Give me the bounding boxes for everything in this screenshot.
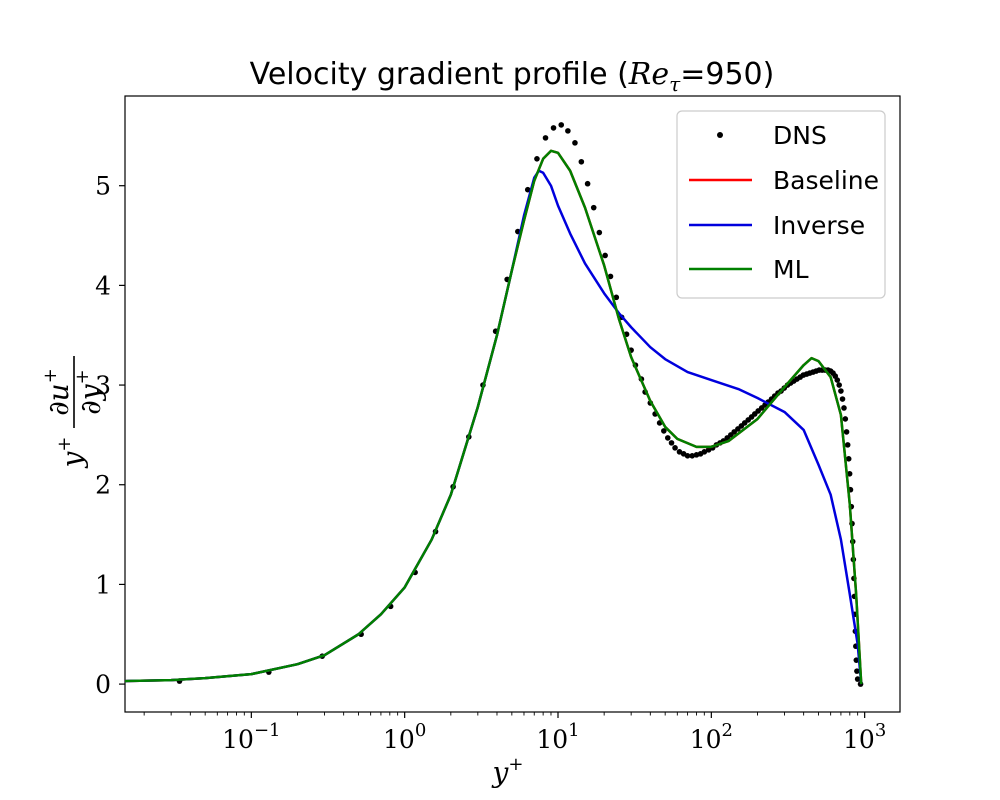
data-point-dns xyxy=(838,388,844,394)
data-point-dns xyxy=(661,428,667,434)
data-point-dns xyxy=(701,449,708,455)
y-axis-ticks: 0 1 2 3 4 5 xyxy=(95,172,125,699)
data-point-dns xyxy=(676,449,683,455)
data-point-dns xyxy=(613,294,620,301)
data-point-dns xyxy=(607,273,614,280)
data-point-dns xyxy=(590,204,597,211)
data-point-dns xyxy=(664,435,671,441)
data-point-dns xyxy=(550,125,557,131)
y-tick-label: 4 xyxy=(95,271,111,300)
data-point-dns xyxy=(668,440,675,446)
legend: DNS Baseline Inverse ML xyxy=(676,110,886,299)
series-line-ml xyxy=(125,149,863,685)
data-point-dns xyxy=(854,676,861,682)
data-point-dns xyxy=(565,128,571,134)
data-point-dns xyxy=(843,429,850,435)
data-point-dns xyxy=(834,377,841,383)
data-point-dns xyxy=(572,140,578,146)
data-point-dns xyxy=(836,382,842,388)
plot-series xyxy=(125,122,864,687)
data-point-dns xyxy=(841,405,847,411)
y-tick-label: 2 xyxy=(95,471,111,500)
x-tick-label: 101 xyxy=(536,720,579,754)
y-tick-label: 3 xyxy=(95,371,111,400)
data-point-dns xyxy=(684,453,691,459)
series-layer xyxy=(125,122,864,687)
legend-label-inverse: Inverse xyxy=(773,211,865,240)
data-point-dns xyxy=(853,657,860,663)
chart-title: Velocity gradient profile (Reτ=950) xyxy=(250,57,775,96)
data-point-dns xyxy=(602,252,608,259)
legend-label-baseline: Baseline xyxy=(773,166,879,195)
x-tick-label: 100 xyxy=(383,720,426,754)
data-point-dns xyxy=(842,416,849,422)
x-tick-label: 103 xyxy=(843,720,886,754)
data-point-dns xyxy=(846,470,853,477)
legend-label-dns: DNS xyxy=(773,121,827,150)
data-point-dns xyxy=(584,180,591,187)
y-tick-label: 0 xyxy=(95,670,111,699)
data-point-dns xyxy=(524,186,531,193)
data-point-dns xyxy=(844,442,851,448)
data-point-dns xyxy=(854,668,860,674)
x-tick-label: 10−1 xyxy=(222,720,280,754)
x-tick-label: 102 xyxy=(690,720,733,754)
legend-box xyxy=(676,110,886,299)
data-point-dns xyxy=(689,453,695,459)
plot-area-frame xyxy=(124,95,901,713)
data-point-dns xyxy=(558,122,565,128)
x-axis-ticks: 10−1 100 101 102 103 xyxy=(143,712,886,754)
data-point-dns xyxy=(596,229,603,236)
legend-marker-dns xyxy=(717,132,723,138)
data-point-dns xyxy=(534,155,540,162)
data-point-dns xyxy=(578,158,585,165)
legend-label-ml: ML xyxy=(773,255,809,284)
data-point-dns xyxy=(672,445,678,451)
data-point-dns xyxy=(845,456,852,462)
data-point-dns xyxy=(542,135,549,141)
data-point-dns xyxy=(839,396,846,402)
y-tick-label: 1 xyxy=(95,570,111,599)
x-axis-label: y+ xyxy=(491,754,524,789)
y-tick-label: 5 xyxy=(95,172,111,201)
